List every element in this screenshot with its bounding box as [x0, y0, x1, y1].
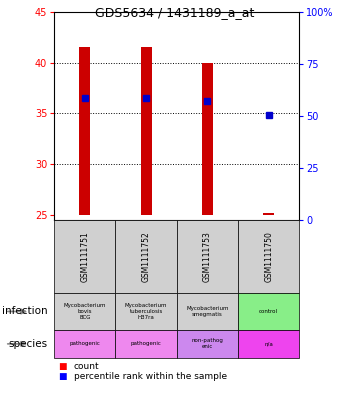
Bar [263, 213, 274, 215]
Text: percentile rank within the sample: percentile rank within the sample [74, 372, 227, 380]
Text: pathogenic: pathogenic [131, 342, 162, 346]
Bar [202, 62, 213, 215]
Text: count: count [74, 362, 99, 371]
Text: Mycobacterium
bovis
BCG: Mycobacterium bovis BCG [64, 303, 106, 320]
Text: Mycobacterium
smegmatis: Mycobacterium smegmatis [186, 306, 229, 317]
Text: GDS5634 / 1431189_a_at: GDS5634 / 1431189_a_at [95, 6, 255, 19]
Text: ■: ■ [58, 372, 66, 380]
Text: n/a: n/a [264, 342, 273, 346]
Bar [79, 47, 90, 215]
Text: species: species [8, 339, 47, 349]
Text: Mycobacterium
tuberculosis
H37ra: Mycobacterium tuberculosis H37ra [125, 303, 167, 320]
Bar [141, 47, 152, 215]
Text: non-pathog
enic: non-pathog enic [191, 338, 223, 349]
Text: pathogenic: pathogenic [69, 342, 100, 346]
Text: infection: infection [2, 307, 47, 316]
Text: control: control [259, 309, 278, 314]
Text: ■: ■ [58, 362, 66, 371]
Text: GSM1111751: GSM1111751 [80, 231, 89, 282]
Text: GSM1111752: GSM1111752 [142, 231, 150, 282]
Text: GSM1111753: GSM1111753 [203, 231, 212, 282]
Text: GSM1111750: GSM1111750 [264, 231, 273, 282]
